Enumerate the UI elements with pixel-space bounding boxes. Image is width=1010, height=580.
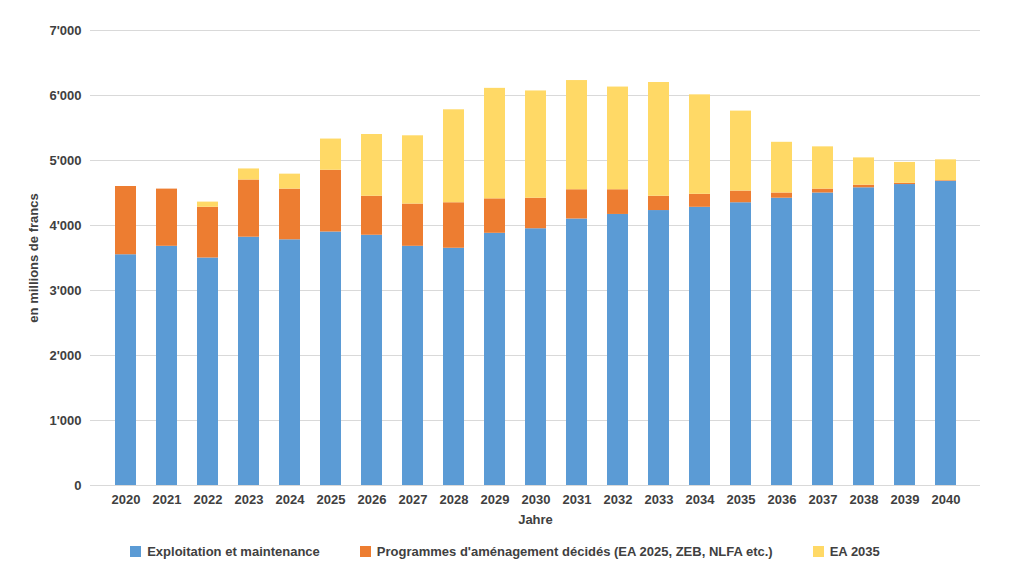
svg-text:2022: 2022 — [194, 492, 223, 507]
svg-text:0: 0 — [74, 478, 81, 493]
svg-text:2038: 2038 — [850, 492, 879, 507]
svg-text:2023: 2023 — [235, 492, 264, 507]
svg-text:2025: 2025 — [317, 492, 346, 507]
svg-text:2029: 2029 — [481, 492, 510, 507]
svg-text:2037: 2037 — [809, 492, 838, 507]
svg-text:2039: 2039 — [891, 492, 920, 507]
svg-text:2027: 2027 — [399, 492, 428, 507]
svg-text:2036: 2036 — [768, 492, 797, 507]
svg-text:2024: 2024 — [276, 492, 306, 507]
html-text:Exploitation et maintenance: Exploitation et maintenance — [147, 544, 320, 559]
html-text:Programmes d'aménagement décid: Programmes d'aménagement décidés (EA 202… — [376, 544, 773, 559]
svg-text:Jahre: Jahre — [518, 512, 553, 527]
svg-text:2034: 2034 — [686, 492, 716, 507]
svg-text:2035: 2035 — [727, 492, 756, 507]
svg-text:2030: 2030 — [522, 492, 551, 507]
svg-text:2032: 2032 — [604, 492, 633, 507]
svg-text:4'000: 4'000 — [49, 218, 81, 233]
svg-text:3'000: 3'000 — [49, 283, 81, 298]
svg-text:7'000: 7'000 — [49, 23, 81, 38]
svg-text:en millions de francs: en millions de francs — [26, 193, 41, 322]
svg-text:6'000: 6'000 — [49, 88, 81, 103]
svg-text:5'000: 5'000 — [49, 153, 81, 168]
html-text:EA 2035: EA 2035 — [829, 544, 880, 559]
svg-text:2020: 2020 — [112, 492, 141, 507]
svg-text:2033: 2033 — [645, 492, 674, 507]
svg-text:2028: 2028 — [440, 492, 469, 507]
svg-text:1'000: 1'000 — [49, 413, 81, 428]
svg-text:2'000: 2'000 — [49, 348, 81, 363]
svg-text:2021: 2021 — [153, 492, 182, 507]
svg-text:2026: 2026 — [358, 492, 387, 507]
svg-text:2040: 2040 — [932, 492, 961, 507]
svg-text:2031: 2031 — [563, 492, 592, 507]
